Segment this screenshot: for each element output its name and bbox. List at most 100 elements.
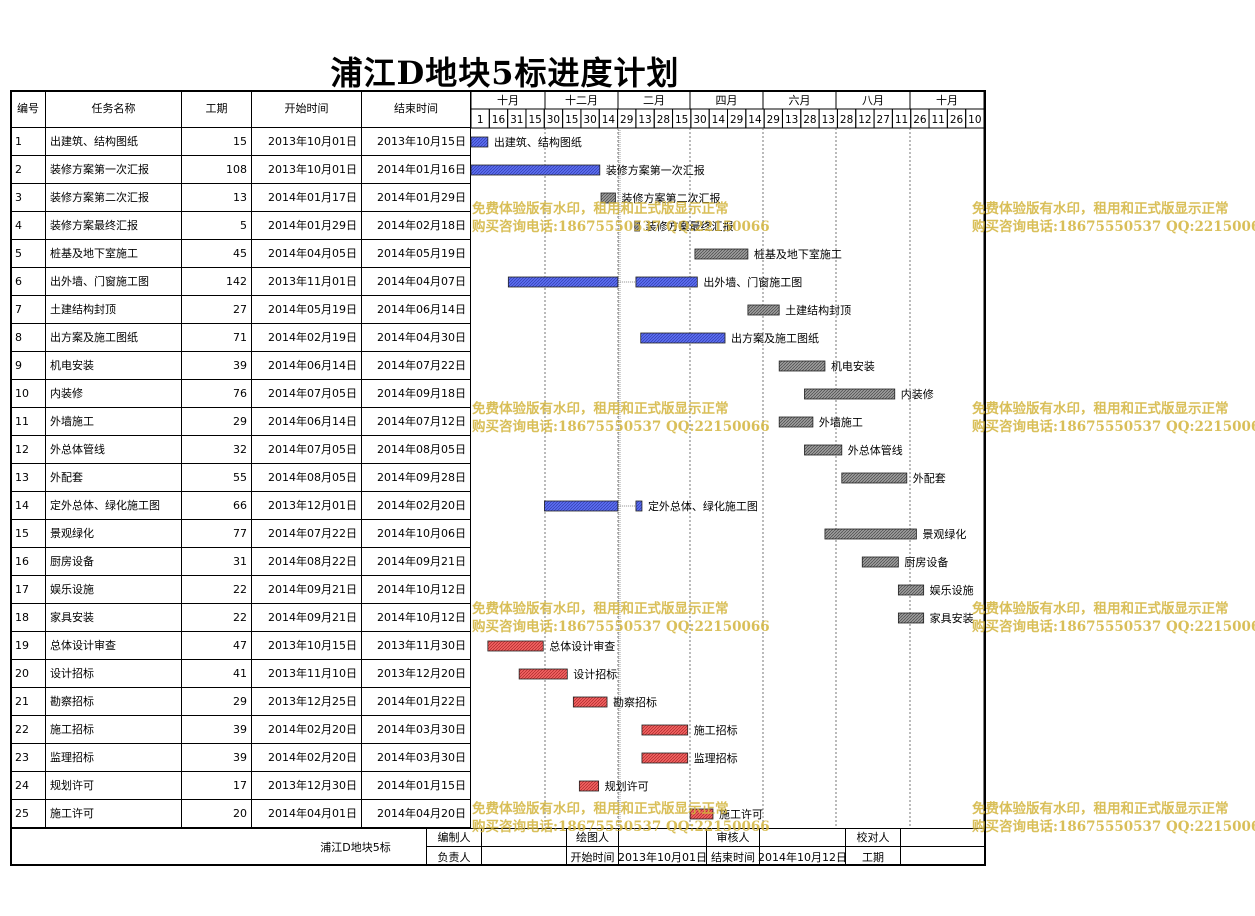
cell-end: 2014年07月12日 bbox=[362, 408, 471, 436]
cell-end: 2014年08月05日 bbox=[362, 436, 471, 464]
cell-end: 2014年04月20日 bbox=[362, 800, 471, 828]
day-label: 15 bbox=[528, 114, 541, 126]
cell-end: 2014年01月22日 bbox=[362, 688, 471, 716]
month-label: 十月 bbox=[936, 93, 958, 107]
footer-owner-value bbox=[482, 847, 567, 866]
bar-label: 总体设计审查 bbox=[549, 639, 615, 653]
cell-duration: 71 bbox=[182, 324, 252, 352]
cell-name: 定外总体、绿化施工图 bbox=[46, 492, 182, 520]
bar-label: 装修方案最终汇报 bbox=[646, 219, 734, 233]
cell-duration: 76 bbox=[182, 380, 252, 408]
cell-name: 勘察招标 bbox=[46, 688, 182, 716]
gantt-bar bbox=[600, 192, 616, 204]
day-label: 10 bbox=[968, 114, 981, 126]
bar-label: 家具安装 bbox=[930, 611, 974, 625]
cell-start: 2014年07月05日 bbox=[252, 380, 362, 408]
cell-start: 2014年06月14日 bbox=[252, 408, 362, 436]
gantt-bar bbox=[824, 528, 917, 540]
day-label: 16 bbox=[492, 114, 506, 126]
cell-duration: 66 bbox=[182, 492, 252, 520]
cell-duration: 20 bbox=[182, 800, 252, 828]
bar-label: 景观绿化 bbox=[922, 527, 966, 541]
cell-start: 2013年10月01日 bbox=[252, 128, 362, 156]
footer-divider bbox=[10, 828, 985, 829]
month-label: 八月 bbox=[862, 94, 884, 107]
cell-start: 2013年12月25日 bbox=[252, 688, 362, 716]
footer-checker-value bbox=[901, 828, 984, 847]
gantt-bar bbox=[518, 668, 568, 680]
cell-duration: 39 bbox=[182, 352, 252, 380]
footer-duration-value bbox=[901, 847, 984, 866]
footer-start-value: 2013年10月01日 bbox=[618, 847, 707, 866]
cell-end: 2013年12月20日 bbox=[362, 660, 471, 688]
bar-label: 施工招标 bbox=[694, 723, 738, 737]
bar-label: 机电安装 bbox=[831, 359, 875, 373]
bar-label: 内装修 bbox=[901, 387, 934, 401]
cell-end: 2014年10月12日 bbox=[362, 576, 471, 604]
footer-drawer-value bbox=[619, 828, 707, 847]
gantt-bar bbox=[578, 780, 600, 792]
cell-start: 2014年09月21日 bbox=[252, 604, 362, 632]
gantt-bar bbox=[634, 220, 640, 232]
cell-start: 2014年07月22日 bbox=[252, 520, 362, 548]
gantt-bar bbox=[689, 808, 714, 820]
bar-label: 外墙施工 bbox=[819, 415, 863, 429]
day-label: 29 bbox=[730, 114, 743, 126]
bar-label: 定外总体、绿化施工图 bbox=[648, 499, 758, 513]
cell-start: 2014年06月14日 bbox=[252, 352, 362, 380]
cell-start: 2014年07月05日 bbox=[252, 436, 362, 464]
cell-start: 2014年04月01日 bbox=[252, 800, 362, 828]
gantt-bar bbox=[635, 276, 698, 288]
day-label: 14 bbox=[748, 114, 762, 126]
day-label: 12 bbox=[858, 114, 871, 126]
cell-duration: 77 bbox=[182, 520, 252, 548]
footer-end-label: 结束时间 bbox=[707, 847, 760, 866]
cell-end: 2014年02月20日 bbox=[362, 492, 471, 520]
gantt-bar bbox=[804, 444, 843, 456]
day-label: 13 bbox=[785, 114, 798, 126]
cell-name: 外墙施工 bbox=[46, 408, 182, 436]
cell-duration: 17 bbox=[182, 772, 252, 800]
gantt-bar bbox=[897, 612, 925, 624]
bar-label: 厨房设备 bbox=[904, 555, 948, 569]
cell-name: 内装修 bbox=[46, 380, 182, 408]
cell-duration: 41 bbox=[182, 660, 252, 688]
cell-name: 出方案及施工图纸 bbox=[46, 324, 182, 352]
cell-duration: 15 bbox=[182, 128, 252, 156]
cell-end: 2014年09月18日 bbox=[362, 380, 471, 408]
cell-end: 2013年10月15日 bbox=[362, 128, 471, 156]
cell-start: 2014年02月19日 bbox=[252, 324, 362, 352]
footer-owner: 负责人 bbox=[427, 847, 482, 866]
cell-start: 2014年01月17日 bbox=[252, 184, 362, 212]
cell-end: 2014年10月06日 bbox=[362, 520, 471, 548]
day-label: 13 bbox=[638, 114, 651, 126]
bar-label: 桩基及地下室施工 bbox=[754, 247, 842, 261]
day-label: 1 bbox=[477, 114, 484, 126]
footer-end-value: 2014年10月12日 bbox=[758, 847, 847, 866]
cell-duration: 5 bbox=[182, 212, 252, 240]
cell-name: 施工许可 bbox=[46, 800, 182, 828]
cell-name: 出外墙、门窗施工图 bbox=[46, 268, 182, 296]
bar-label: 装修方案第一次汇报 bbox=[606, 163, 705, 177]
bar-label: 外配套 bbox=[913, 472, 946, 485]
bar-label: 娱乐设施 bbox=[930, 583, 974, 597]
cell-name: 外总体管线 bbox=[46, 436, 182, 464]
cell-start: 2014年02月20日 bbox=[252, 716, 362, 744]
footer-start-label: 开始时间 bbox=[567, 847, 619, 866]
cell-name: 景观绿化 bbox=[46, 520, 182, 548]
cell-start: 2014年08月22日 bbox=[252, 548, 362, 576]
cell-name: 总体设计审查 bbox=[46, 632, 182, 660]
gantt-bar bbox=[572, 696, 608, 708]
cell-name: 家具安装 bbox=[46, 604, 182, 632]
gantt-bar bbox=[778, 360, 826, 372]
cell-start: 2013年11月01日 bbox=[252, 268, 362, 296]
cell-name: 装修方案第一次汇报 bbox=[46, 156, 182, 184]
gantt-bar bbox=[804, 388, 896, 400]
cell-name: 装修方案第二次汇报 bbox=[46, 184, 182, 212]
bar-label: 施工许可 bbox=[719, 808, 763, 821]
bar-label: 出外墙、门窗施工图 bbox=[703, 275, 802, 289]
bar-label: 土建结构封顶 bbox=[785, 303, 851, 317]
cell-end: 2014年02月18日 bbox=[362, 212, 471, 240]
cell-duration: 142 bbox=[182, 268, 252, 296]
month-label: 六月 bbox=[789, 94, 811, 107]
